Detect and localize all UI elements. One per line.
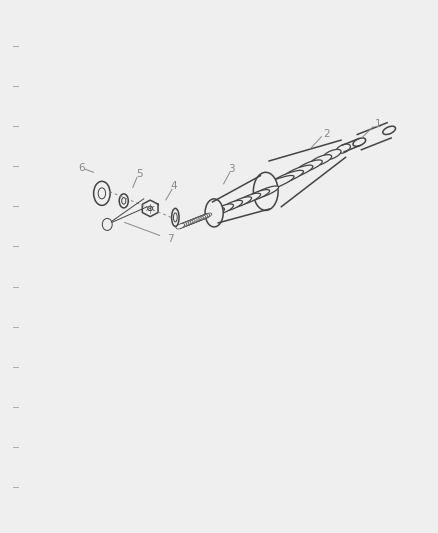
Ellipse shape	[283, 165, 312, 179]
Text: 3: 3	[228, 164, 235, 174]
Text: 5: 5	[135, 169, 142, 179]
Ellipse shape	[177, 223, 186, 228]
Circle shape	[102, 219, 112, 230]
Ellipse shape	[221, 200, 242, 211]
Ellipse shape	[205, 199, 223, 227]
Text: 7: 7	[166, 234, 173, 244]
Ellipse shape	[194, 215, 205, 222]
Ellipse shape	[382, 126, 395, 134]
Ellipse shape	[251, 186, 278, 199]
Ellipse shape	[195, 215, 207, 221]
Ellipse shape	[191, 216, 203, 222]
Ellipse shape	[256, 175, 293, 192]
Ellipse shape	[98, 188, 106, 199]
Ellipse shape	[213, 204, 233, 214]
Ellipse shape	[186, 219, 197, 224]
Ellipse shape	[183, 220, 193, 226]
Ellipse shape	[179, 222, 188, 228]
Ellipse shape	[171, 208, 179, 227]
Ellipse shape	[147, 206, 152, 211]
Ellipse shape	[181, 221, 191, 227]
Ellipse shape	[121, 198, 126, 204]
Ellipse shape	[228, 197, 251, 208]
Ellipse shape	[173, 213, 177, 222]
Ellipse shape	[336, 144, 350, 154]
Ellipse shape	[190, 217, 201, 223]
Ellipse shape	[93, 181, 110, 205]
Ellipse shape	[253, 172, 277, 211]
Ellipse shape	[184, 220, 194, 225]
Ellipse shape	[206, 207, 224, 217]
Ellipse shape	[176, 223, 184, 229]
Ellipse shape	[119, 194, 128, 208]
Ellipse shape	[243, 190, 269, 202]
Ellipse shape	[322, 149, 340, 160]
Ellipse shape	[352, 138, 365, 146]
Ellipse shape	[296, 160, 321, 173]
Ellipse shape	[309, 155, 331, 166]
Ellipse shape	[236, 193, 260, 205]
Text: 2: 2	[323, 129, 329, 139]
Text: 1: 1	[374, 119, 381, 128]
Ellipse shape	[199, 213, 211, 220]
Ellipse shape	[197, 214, 209, 220]
Ellipse shape	[269, 171, 303, 185]
Text: 4: 4	[170, 181, 177, 191]
Text: 6: 6	[78, 163, 85, 173]
Ellipse shape	[188, 218, 199, 224]
